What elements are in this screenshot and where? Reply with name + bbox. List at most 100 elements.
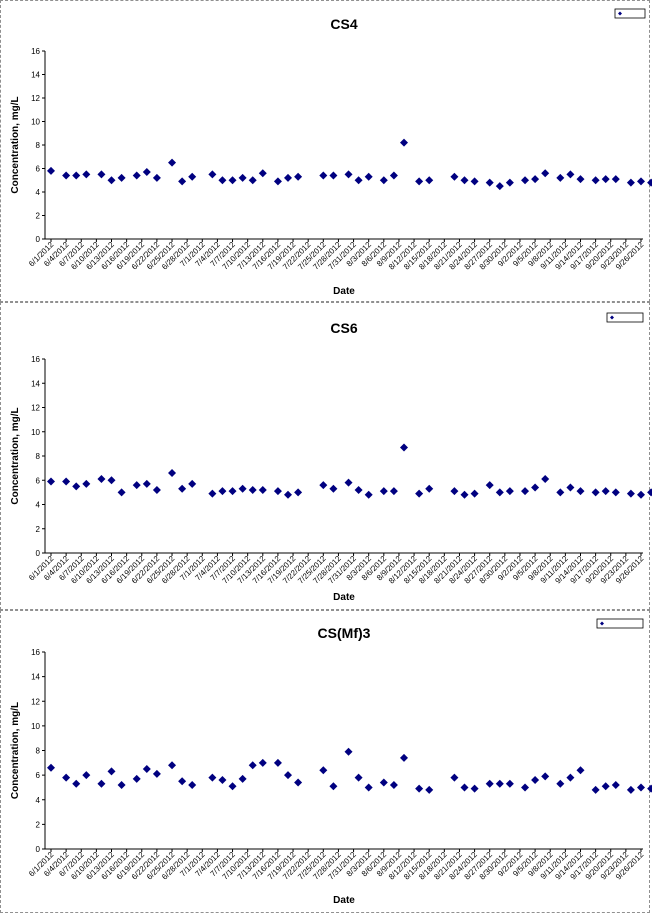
data-point (168, 468, 177, 477)
data-point (168, 761, 177, 770)
data-point (415, 489, 424, 498)
data-point (470, 489, 479, 498)
data-point (142, 479, 151, 488)
data-point (319, 171, 328, 180)
legend-marker (610, 315, 614, 320)
data-point (152, 769, 161, 778)
data-point (399, 443, 408, 452)
data-point (576, 175, 585, 184)
data-point (218, 176, 227, 185)
data-point (132, 481, 141, 490)
chart-panel-csmf3: CS(Mf)3 0 2 4 6 8 10 12 14 16 6/1/2012 6/4/2012 6/7/… (0, 610, 652, 913)
y-tick-label: 14 (31, 673, 40, 682)
data-point (485, 779, 494, 788)
data-point (218, 776, 227, 785)
data-point (531, 483, 540, 492)
data-point (460, 490, 469, 499)
data-point (178, 777, 187, 786)
data-point (566, 773, 575, 782)
y-axis-label: Concentration, mg/L (10, 407, 21, 504)
data-point (117, 488, 126, 497)
y-tick-label: 4 (36, 188, 41, 197)
data-point (611, 780, 620, 789)
data-point (521, 176, 530, 185)
data-point (637, 177, 645, 186)
y-tick-label: 10 (31, 722, 40, 731)
y-tick-label: 6 (36, 165, 41, 174)
chart-title: CS6 (330, 320, 357, 336)
data-point (399, 138, 408, 147)
y-tick-label: 12 (31, 697, 40, 706)
data-point (521, 487, 530, 496)
data-point (107, 176, 116, 185)
data-point (344, 170, 353, 179)
y-tick-label: 0 (36, 549, 41, 558)
legend-box (614, 8, 646, 19)
data-point (284, 771, 293, 780)
y-tick-label: 2 (36, 525, 41, 534)
data-point (495, 182, 504, 191)
data-point (389, 171, 398, 180)
data-point (273, 487, 282, 496)
data-point (258, 758, 267, 767)
data-point (364, 490, 373, 499)
data-point (62, 773, 71, 782)
data-point (425, 176, 434, 185)
legend-box (606, 312, 644, 323)
data-point (273, 177, 282, 186)
data-point (208, 170, 217, 179)
data-point (82, 170, 91, 179)
data-point (637, 490, 645, 499)
data-point (294, 778, 303, 787)
data-point (284, 490, 293, 499)
y-tick-label: 16 (31, 355, 40, 364)
data-point (485, 178, 494, 187)
data-point (107, 767, 116, 776)
legend-marker (600, 621, 604, 626)
data-point (188, 479, 197, 488)
data-point (425, 484, 434, 493)
x-axis-label: Date (333, 592, 355, 603)
data-point (228, 782, 237, 791)
data-point (364, 172, 373, 181)
data-point (72, 171, 81, 180)
data-point (294, 172, 303, 181)
data-point (188, 172, 197, 181)
data-point (521, 783, 530, 792)
data-point (107, 476, 116, 485)
data-point (556, 779, 565, 788)
data-point (117, 780, 126, 789)
data-point (319, 481, 328, 490)
x-axis-label: Date (333, 895, 355, 906)
data-point (647, 488, 652, 497)
data-point (188, 780, 197, 789)
data-point (389, 487, 398, 496)
data-point (284, 173, 293, 182)
data-point (273, 758, 282, 767)
data-point (505, 178, 514, 187)
data-point (152, 485, 161, 494)
data-point (626, 785, 635, 794)
y-tick-label: 8 (36, 141, 41, 150)
data-point (626, 178, 635, 187)
legend-marker (618, 11, 622, 16)
chart-svg-csmf3: CS(Mf)302468101214166/1/20126/4/20126/7/… (10, 618, 652, 906)
data-point (495, 779, 504, 788)
y-tick-label: 6 (36, 476, 41, 485)
data-point (354, 485, 363, 494)
data-point (591, 785, 600, 794)
data-point (248, 761, 257, 770)
data-point (470, 784, 479, 793)
x-axis-label: Date (333, 286, 355, 297)
data-point (647, 784, 652, 793)
y-tick-label: 2 (36, 212, 41, 221)
data-point (379, 778, 388, 787)
data-point (379, 487, 388, 496)
y-tick-label: 16 (31, 47, 40, 56)
data-point (601, 782, 610, 791)
data-point (364, 783, 373, 792)
data-point (450, 773, 459, 782)
y-tick-label: 12 (31, 404, 40, 413)
data-point (117, 173, 126, 182)
y-tick-label: 8 (36, 452, 41, 461)
